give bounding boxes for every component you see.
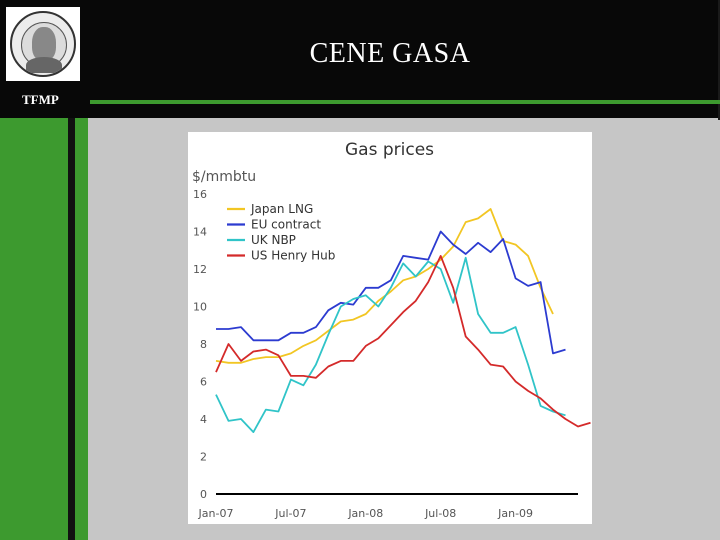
logo-text: TFMP xyxy=(22,92,59,107)
legend-label: US Henry Hub xyxy=(251,249,335,263)
series-line xyxy=(215,255,591,428)
y-axis-label: $/mmbtu xyxy=(192,169,256,185)
chart-title: Gas prices xyxy=(345,140,434,160)
y-tick-label: 4 xyxy=(200,413,207,426)
series-line xyxy=(216,230,566,355)
y-tick-label: 14 xyxy=(193,226,207,239)
y-tick-label: 10 xyxy=(193,301,207,314)
left-black-bar xyxy=(68,118,75,540)
header-edge xyxy=(718,0,720,120)
series-line xyxy=(215,256,566,433)
seal-bust xyxy=(26,57,62,73)
y-tick-label: 0 xyxy=(200,488,207,501)
seal-portrait xyxy=(32,27,56,61)
gas-prices-chart: Gas prices $/mmbtu 0 2 4 6 8 10 12 14 16 Jan-07 J… xyxy=(188,132,592,524)
x-tick-label: Jan-07 xyxy=(198,507,234,520)
legend-label: Japan LNG xyxy=(250,202,313,216)
x-tick-label: Jul-08 xyxy=(424,507,456,520)
legend-label: EU contract xyxy=(251,218,321,232)
x-tick-label: Jan-09 xyxy=(497,507,533,520)
y-tick-label: 6 xyxy=(200,376,207,389)
y-tick-label: 8 xyxy=(200,338,207,351)
slide-header xyxy=(0,0,718,118)
y-tick-labels: 0 2 4 6 8 10 12 14 16 xyxy=(193,188,207,501)
legend-label: UK NBP xyxy=(251,233,296,247)
y-tick-label: 2 xyxy=(200,451,207,464)
series-lines xyxy=(215,208,591,433)
x-tick-labels: Jan-07 Jul-07 Jan-08 Jul-08 Jan-09 xyxy=(198,507,534,520)
left-green-bar xyxy=(0,118,68,540)
y-tick-label: 16 xyxy=(193,188,207,201)
header-divider-line xyxy=(90,100,720,104)
x-tick-label: Jul-07 xyxy=(274,507,306,520)
institution-seal xyxy=(6,7,80,81)
seal-emblem xyxy=(10,11,76,77)
x-tick-label: Jan-08 xyxy=(347,507,383,520)
left-thin-green-bar xyxy=(75,118,88,540)
y-tick-label: 12 xyxy=(193,263,207,276)
slide-title: CENE GASA xyxy=(309,38,471,69)
